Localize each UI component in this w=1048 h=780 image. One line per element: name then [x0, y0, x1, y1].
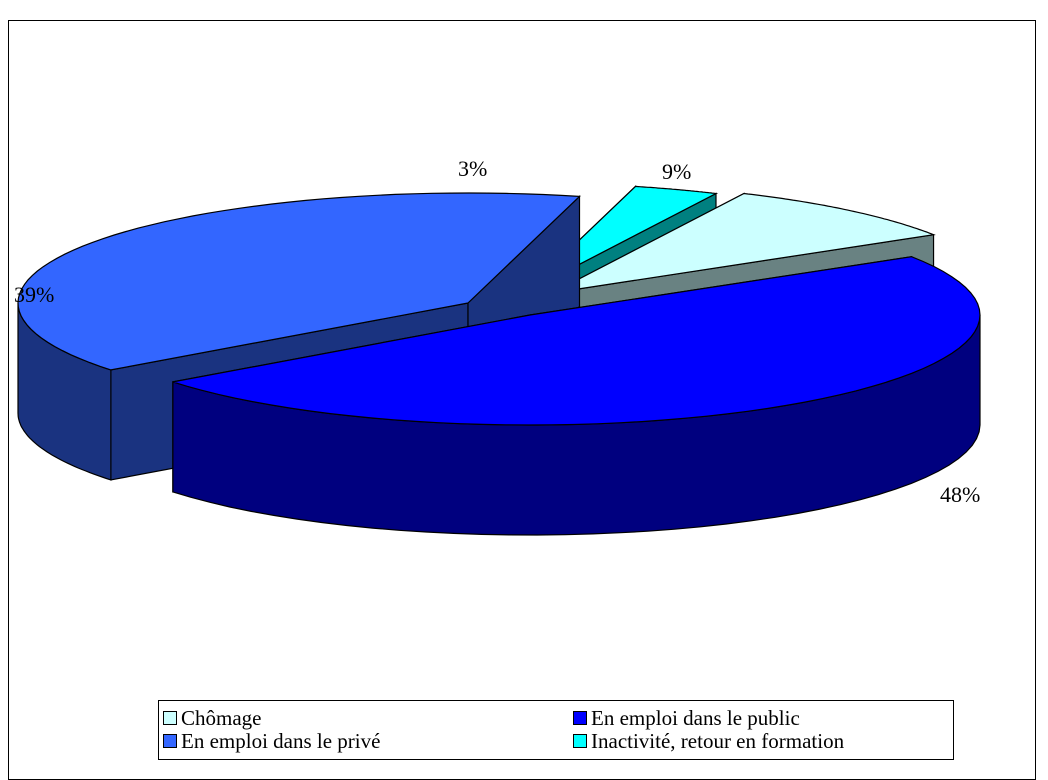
data-label-chomage: 9%	[662, 159, 691, 184]
legend-item-chomage: Chômage	[163, 707, 261, 729]
legend-swatch-public	[573, 711, 587, 725]
legend-item-inactivite: Inactivité, retour en formation	[573, 730, 844, 752]
legend-item-prive: En emploi dans le privé	[163, 730, 380, 752]
pie-slice-prive-top	[17, 192, 581, 371]
pie-slice-chomage-top	[551, 192, 936, 294]
legend-label-chomage: Chômage	[181, 706, 262, 730]
data-label-prive: 39%	[14, 282, 54, 307]
data-label-public: 48%	[940, 482, 980, 507]
legend-label-inactivite: Inactivité, retour en formation	[591, 729, 845, 753]
legend-item-public: En emploi dans le public	[573, 707, 800, 729]
legend-swatch-chomage	[163, 711, 177, 725]
pie-chart: 9% 48% 39% 3%	[14, 156, 981, 536]
pie-slice-public-top	[172, 256, 981, 426]
legend-swatch-inactivite	[573, 734, 587, 748]
chart-legend: Chômage En emploi dans le public En empl…	[158, 700, 954, 760]
legend-swatch-prive	[163, 734, 177, 748]
legend-label-public: En emploi dans le public	[591, 706, 800, 730]
pie-slice-public	[172, 255, 981, 536]
legend-label-prive: En emploi dans le privé	[181, 729, 381, 753]
data-label-inactivite: 3%	[458, 156, 487, 181]
